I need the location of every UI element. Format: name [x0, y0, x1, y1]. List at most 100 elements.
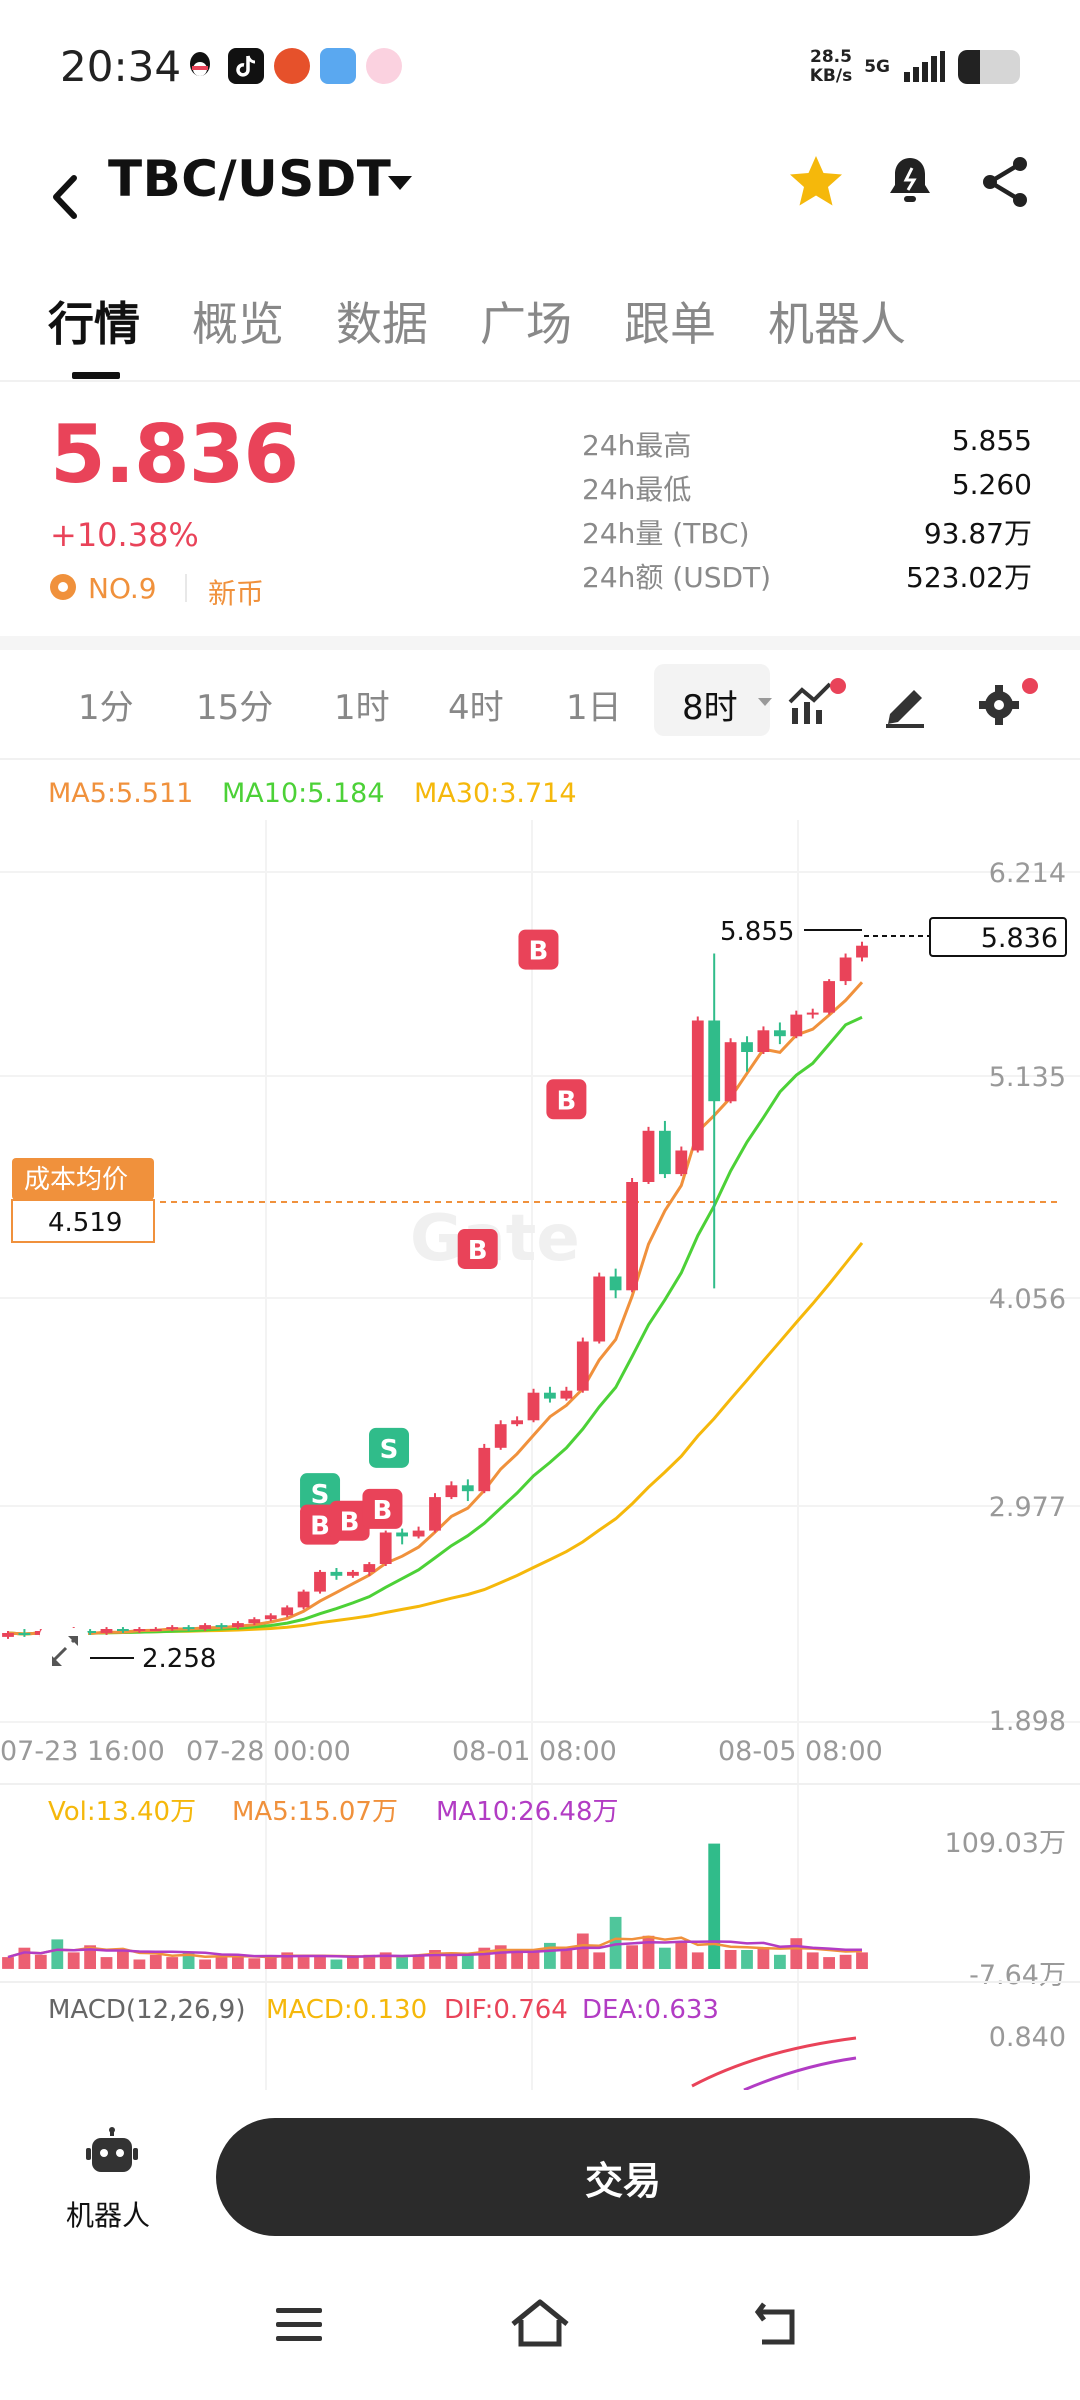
home-icon[interactable]: [505, 2294, 575, 2354]
gear-icon[interactable]: [972, 676, 1026, 730]
new-coin-tag[interactable]: 新币: [208, 577, 265, 610]
last-price-label: 5.836: [981, 923, 1058, 954]
macd-name-label: MACD(12,26,9): [48, 1995, 245, 2025]
price-change: +10.38%: [50, 516, 199, 554]
back-icon[interactable]: [744, 2294, 814, 2354]
stat-label: 24h最高: [582, 429, 692, 462]
robot-label[interactable]: 机器人: [66, 2199, 151, 2232]
tab-copy-trading[interactable]: 跟单: [624, 297, 716, 351]
candle: [741, 1042, 753, 1052]
pencil-icon[interactable]: [880, 676, 934, 730]
cost-label-bg: [12, 1158, 154, 1200]
volume-bar: [84, 1945, 96, 1969]
menu-icon[interactable]: [264, 2294, 334, 2354]
section-divider: [0, 636, 1080, 650]
candle: [642, 1130, 655, 1182]
rank-icon: [50, 574, 76, 600]
kline-chart[interactable]: Gate MA5:5.511 MA10:5.184 MA30:3.714 6.2…: [0, 760, 1080, 2092]
candle: [100, 1629, 113, 1633]
candle: [560, 1390, 573, 1399]
ma30-label: MA30:3.714: [414, 778, 577, 809]
interval-8h[interactable]: 8时: [682, 688, 738, 728]
chevron-left-icon[interactable]: [44, 160, 84, 230]
volume-bar: [609, 1916, 622, 1969]
y-tick: 2.977: [989, 1492, 1066, 1523]
interval-15m[interactable]: 15分: [196, 688, 274, 728]
candle: [347, 1571, 359, 1576]
ma30-line: [7, 1241, 864, 1636]
volume-bar: [182, 1952, 195, 1969]
candle: [297, 1591, 310, 1608]
candle: [478, 1447, 491, 1492]
interval-1h[interactable]: 1时: [334, 688, 390, 728]
rank-separator: [185, 574, 187, 602]
marker-label: B: [468, 1236, 488, 1266]
volume-bar: [691, 1952, 704, 1969]
y-tick: 6.214: [989, 858, 1066, 889]
stat-row: 24h最高 5.855: [582, 424, 1032, 468]
ma5-label: MA5:5.511: [48, 778, 193, 809]
candle: [593, 1276, 606, 1342]
tab-data[interactable]: 数据: [336, 297, 428, 351]
volume-bar: [379, 1952, 392, 1969]
stat-label: 24h额 (USDT): [582, 561, 772, 594]
volume-bar: [806, 1952, 819, 1969]
share-icon[interactable]: [974, 150, 1038, 214]
signal-group: 5G: [864, 58, 890, 76]
candle: [215, 1625, 228, 1628]
x-tick: 08-05 08:00: [718, 1736, 883, 1767]
tab-market[interactable]: 行情: [48, 297, 140, 351]
volume-bar: [100, 1957, 113, 1969]
volume-bar: [18, 1947, 31, 1969]
volume-bar: [281, 1952, 294, 1969]
expand-icon[interactable]: [40, 1628, 88, 1676]
interval-1m[interactable]: 1分: [78, 688, 134, 728]
pair-title[interactable]: TBC/USDT: [108, 150, 392, 208]
trade-button[interactable]: 交易: [216, 2118, 1030, 2236]
volume-bar: [823, 1957, 835, 1969]
qq-app-icon: [182, 48, 218, 84]
indicator-icon[interactable]: [786, 676, 840, 730]
tab-square[interactable]: 广场: [480, 297, 572, 351]
volume-bar: [461, 1954, 474, 1969]
dea-label: DEA:0.633: [582, 1995, 719, 2025]
pair-dropdown-caret-icon[interactable]: [388, 176, 412, 190]
candle: [2, 1633, 14, 1637]
marker-label: B: [556, 1086, 576, 1116]
star-icon[interactable]: [784, 150, 848, 214]
candle: [494, 1424, 507, 1448]
candle: [363, 1564, 376, 1572]
tab-bots[interactable]: 机器人: [768, 297, 906, 351]
volume-bar: [34, 1954, 47, 1969]
interval-bar: 1分 15分 1时 4时 1日 8时: [0, 650, 1080, 760]
volume-bar: [790, 1938, 803, 1969]
volume-bar: [248, 1958, 261, 1969]
robot-icon[interactable]: [84, 2126, 140, 2182]
signal-icon: [904, 51, 945, 82]
interval-4h[interactable]: 4时: [448, 688, 504, 728]
candle: [248, 1619, 261, 1624]
volume-bar: [741, 1950, 753, 1969]
volume-bar: [576, 1933, 589, 1969]
candle: [396, 1532, 408, 1537]
rank-badge[interactable]: NO.9: [88, 572, 157, 605]
volume-bar: [724, 1950, 737, 1969]
ma10-label: MA10:5.184: [222, 778, 385, 809]
candle: [806, 1012, 819, 1015]
interval-1d[interactable]: 1日: [566, 688, 622, 728]
dea-line: [743, 2056, 857, 2092]
bell-icon[interactable]: [878, 150, 942, 214]
macd-tick: 0.840: [989, 2022, 1066, 2053]
kline-svg[interactable]: Gate MA5:5.511 MA10:5.184 MA30:3.714 6.2…: [0, 760, 1080, 2092]
interval-caret-icon[interactable]: [758, 698, 772, 706]
candle: [314, 1571, 326, 1592]
tiktok-app-icon: [228, 48, 264, 84]
y-tick: 1.898: [989, 1706, 1066, 1737]
candle: [330, 1571, 343, 1576]
vol-tick: 109.03万: [945, 1828, 1066, 1859]
tab-overview[interactable]: 概览: [192, 297, 284, 351]
candle: [264, 1615, 277, 1620]
volume-bar: [708, 1843, 721, 1969]
